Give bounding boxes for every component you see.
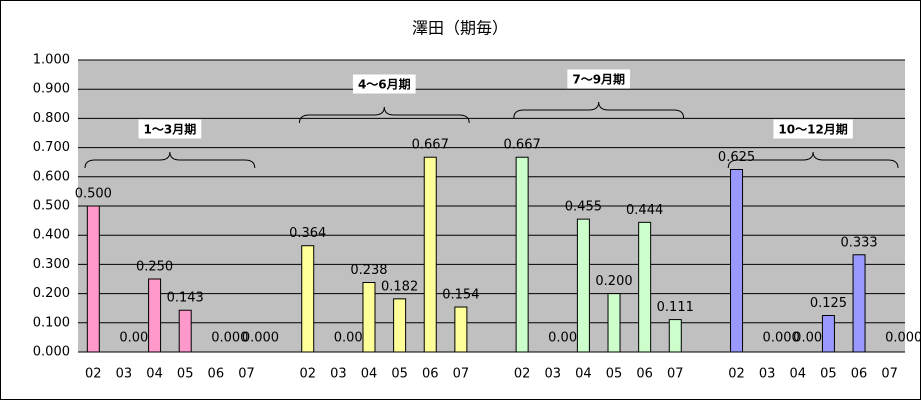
group-brace [727, 151, 899, 169]
group-label-bg [567, 69, 631, 89]
bar [515, 156, 529, 353]
bar [301, 245, 315, 353]
group-label-bg [352, 74, 416, 94]
x-tick-label: 02 [299, 367, 316, 382]
bar [423, 156, 437, 353]
bar [607, 293, 621, 353]
x-tick-label: 03 [759, 367, 776, 382]
data-label: 0.250 [136, 260, 173, 275]
group-brace [84, 151, 256, 169]
data-label: 0.625 [718, 150, 755, 165]
group-brace [513, 101, 685, 119]
x-tick-label: 04 [361, 367, 378, 382]
y-tick-label: 0.100 [33, 315, 70, 330]
data-label: 0.154 [442, 288, 479, 303]
group-label: 7～9月期 [572, 72, 625, 87]
bar [852, 254, 866, 353]
bar [393, 298, 407, 353]
group-label-bg [773, 119, 853, 139]
bar [821, 315, 835, 353]
bar [86, 205, 100, 353]
data-label: 0.200 [595, 274, 632, 289]
data-label: 0.143 [167, 291, 204, 306]
bar [730, 169, 744, 353]
data-label: 0.000 [334, 331, 371, 346]
data-label: 0.000 [548, 331, 585, 346]
x-tick-label: 04 [146, 367, 163, 382]
data-label: 0.000 [763, 331, 800, 346]
x-tick-label: 02 [728, 367, 745, 382]
data-label: 0.500 [75, 187, 112, 202]
x-tick-label: 02 [514, 367, 531, 382]
data-label: 0.364 [289, 226, 326, 241]
x-tick-label: 07 [453, 367, 470, 382]
x-tick-label: 04 [575, 367, 592, 382]
chart-title: 澤田（期毎） [412, 19, 508, 38]
x-tick-label: 03 [116, 367, 133, 382]
x-tick-label: 03 [330, 367, 347, 382]
bar [638, 221, 652, 353]
x-tick-label: 06 [636, 367, 653, 382]
bar [148, 278, 162, 353]
data-label: 0.000 [119, 331, 156, 346]
y-tick-label: 0.000 [33, 345, 70, 360]
x-tick-label: 05 [391, 367, 408, 382]
x-tick-label: 05 [606, 367, 623, 382]
data-label: 0.125 [810, 296, 847, 311]
data-label: 0.000 [211, 331, 248, 346]
y-tick-label: 0.600 [33, 169, 70, 184]
x-tick-label: 03 [544, 367, 561, 382]
bar [178, 309, 192, 353]
y-tick-label: 1.000 [33, 53, 70, 68]
data-label: 0.667 [412, 138, 449, 153]
x-tick-label: 07 [238, 367, 255, 382]
x-tick-label: 05 [820, 367, 837, 382]
y-tick-label: 0.200 [33, 286, 70, 301]
bar [454, 306, 468, 353]
bar [362, 282, 376, 353]
group-brace [298, 106, 470, 124]
bar [668, 319, 682, 353]
y-tick-label: 0.400 [33, 228, 70, 243]
data-label: 0.667 [504, 138, 541, 153]
x-tick-label: 06 [422, 367, 439, 382]
data-label: 0.182 [381, 279, 418, 294]
x-tick-label: 05 [177, 367, 194, 382]
group-label: 1～3月期 [144, 122, 197, 137]
data-label: 0.238 [350, 263, 387, 278]
x-tick-label: 07 [667, 367, 684, 382]
y-tick-label: 0.700 [33, 140, 70, 155]
group-label-bg [138, 119, 202, 139]
x-tick-label: 06 [851, 367, 868, 382]
y-tick-label: 0.300 [33, 257, 70, 272]
group-label: 4～6月期 [358, 77, 411, 92]
y-tick-label: 0.800 [33, 111, 70, 126]
data-label: 0.000 [793, 331, 830, 346]
data-label: 0.111 [657, 300, 694, 315]
bar [576, 218, 590, 353]
data-label: 0.000 [242, 331, 279, 346]
data-label: 0.000 [885, 331, 921, 346]
x-tick-label: 02 [85, 367, 102, 382]
data-label: 0.444 [626, 203, 663, 218]
y-tick-label: 0.900 [33, 82, 70, 97]
group-label: 10～12月期 [778, 122, 847, 137]
data-label: 0.455 [565, 200, 602, 215]
x-tick-label: 07 [881, 367, 898, 382]
x-tick-label: 06 [208, 367, 225, 382]
data-label: 0.333 [840, 235, 877, 250]
y-tick-label: 0.500 [33, 199, 70, 214]
x-tick-label: 04 [790, 367, 807, 382]
